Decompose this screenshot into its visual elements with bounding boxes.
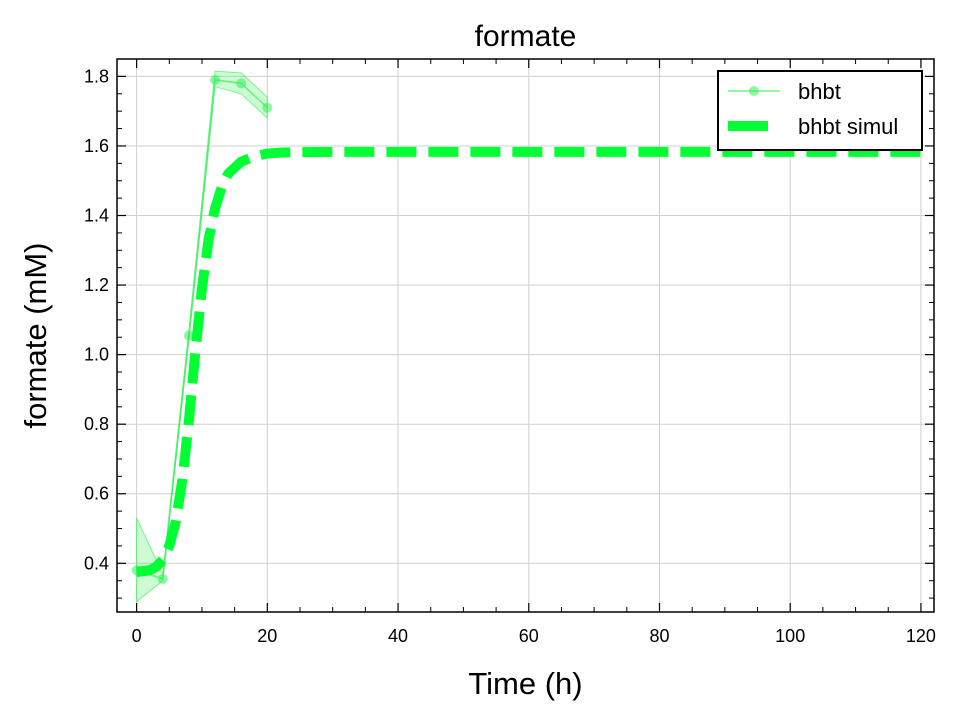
x-tick-label: 60 bbox=[519, 626, 539, 646]
legend-box bbox=[717, 70, 923, 151]
x-tick-label: 80 bbox=[649, 626, 669, 646]
series-bhbt-point bbox=[183, 330, 194, 341]
axes-frame bbox=[116, 58, 935, 613]
series-bhbt-point bbox=[262, 102, 273, 113]
series-bhbt-point bbox=[236, 78, 247, 89]
legend-label-bhbt: bhbt bbox=[798, 79, 841, 104]
y-axis-label: formate (mM) bbox=[18, 243, 53, 429]
series-bhbt-point bbox=[210, 74, 221, 85]
y-tick-label: 0.4 bbox=[84, 553, 109, 573]
series-bhbt-simul-line bbox=[135, 146, 921, 577]
x-tick-label: 100 bbox=[775, 626, 805, 646]
y-tick-label: 0.8 bbox=[84, 414, 109, 434]
legend-marker-bhbt-dot bbox=[749, 86, 759, 96]
x-tick-label: 40 bbox=[388, 626, 408, 646]
axis-ticks: 0 20 40 60 80 100 120 0.4 0.6 0.8 1.0 1.2 1.4 1.6 1.8 bbox=[84, 58, 936, 646]
y-tick-label: 1.0 bbox=[84, 345, 109, 365]
y-tick-label: 1.6 bbox=[84, 136, 109, 156]
chart-title: formate bbox=[475, 20, 577, 53]
x-tick-label: 0 bbox=[132, 626, 142, 646]
y-tick-label: 1.4 bbox=[84, 206, 109, 226]
legend-label-bhbt-simul: bhbt simul bbox=[798, 114, 898, 139]
plot-area bbox=[131, 70, 921, 603]
x-axis-label: Time (h) bbox=[468, 666, 582, 701]
x-tick-label: 20 bbox=[257, 626, 277, 646]
y-tick-label: 1.2 bbox=[84, 275, 109, 295]
y-tick-label: 0.6 bbox=[84, 484, 109, 504]
series-bhbt-point bbox=[157, 573, 168, 584]
y-tick-label: 1.8 bbox=[84, 66, 109, 86]
x-tick-label: 120 bbox=[906, 626, 936, 646]
legend: bhbt bhbt simul bbox=[717, 70, 923, 151]
